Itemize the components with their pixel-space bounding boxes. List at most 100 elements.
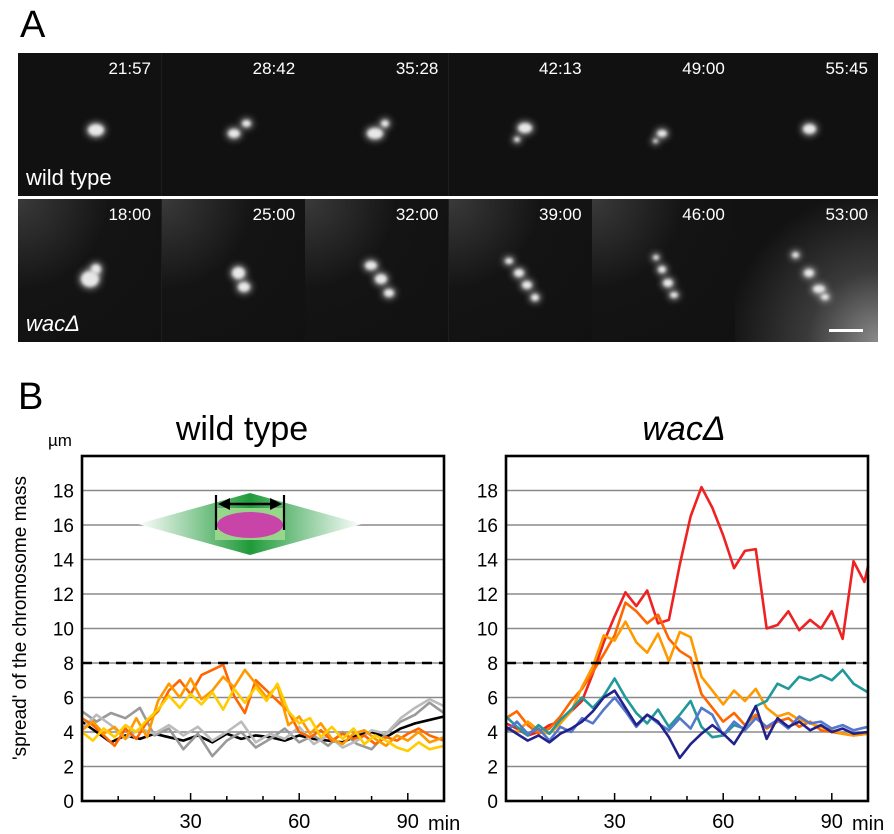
right-chart-x-tick-label: 90 <box>821 811 843 833</box>
mutant-chromosome-signal <box>821 294 829 300</box>
left-chart-y-tick-label: 0 <box>63 792 74 813</box>
right-chart-y-tick-label: 6 <box>487 689 498 710</box>
mutant-chromosome-signal <box>657 265 666 273</box>
mutant-chromosome-signal <box>652 254 659 260</box>
right-chart-y-tick-label: 12 <box>477 585 498 606</box>
wild-type-timestamp: 55:45 <box>825 59 868 78</box>
wild-type-chromosome-signal <box>241 119 251 127</box>
right-chart-series-line <box>505 601 869 737</box>
left-chart-x-tick-label: 60 <box>288 811 310 833</box>
right-chart-y-tick-label: 2 <box>487 758 498 779</box>
spindle-schematic-icon <box>138 493 362 555</box>
wild-type-chromosome-signal <box>653 139 659 143</box>
wild-type-frame: 49:00 <box>590 53 735 196</box>
left-plot: 0 2 4 6 8 10 12 14 16 18 30 60 90 <box>53 454 446 833</box>
wild-type-chromosome-signal <box>381 119 390 127</box>
wild-type-chromosome-signal <box>517 123 532 133</box>
right-chart-series-line <box>505 696 869 742</box>
wild-type-strip-label: wild type <box>26 165 112 190</box>
mutant-timestamp: 25:00 <box>252 205 296 224</box>
mutant-chromosome-signal <box>669 292 678 298</box>
mutant-chromosome-signal <box>662 279 673 287</box>
mutant-timestamp: 46:00 <box>682 205 725 224</box>
mutant-chromosome-signal <box>791 252 799 258</box>
mutant-chromosome-signal <box>504 258 513 264</box>
panel-b-letter: B <box>18 376 44 418</box>
right-chart-x-tick-label: 30 <box>603 811 625 833</box>
scale-bar <box>829 329 863 332</box>
right-chart-series-line <box>505 668 869 739</box>
wild-type-timestamp: 35:28 <box>395 59 439 78</box>
left-chart-y-tick-label: 14 <box>53 551 75 572</box>
left-chart-y-tick-label: 4 <box>63 723 74 744</box>
right-chart-series-line <box>505 689 869 760</box>
mutant-frame: 39:00 <box>447 199 592 342</box>
wild-type-chromosome-signal <box>228 128 241 138</box>
mutant-timestamp: 39:00 <box>539 205 582 224</box>
right-chart-y-tick-label: 8 <box>487 654 498 675</box>
mutant-frame: 18:00 <box>18 199 161 342</box>
mutant-chromosome-signal <box>530 293 539 301</box>
right-chart-x-tick-label: 60 <box>712 811 734 833</box>
wild-type-chromosome-signal <box>656 129 667 137</box>
right-chart-y-tick-label: 16 <box>477 516 498 537</box>
mutant-chromosome-signal <box>375 274 388 284</box>
left-chart-plot-frame <box>80 454 446 803</box>
mutant-strip-label: wacΔ <box>26 311 80 336</box>
right-chart-y-tick-label: 4 <box>487 723 498 744</box>
mutant-chromosome-signal <box>231 267 245 279</box>
wild-type-image-strip: 55:45 49:00 42:13 35:28 28:42 21:57 wild type <box>18 53 878 196</box>
left-chart-y-tick-label: 12 <box>53 585 74 606</box>
wild-type-timestamp: 42:13 <box>539 59 582 78</box>
left-y-unit: µm <box>48 431 72 450</box>
right-plot: 0 2 4 6 8 10 12 14 16 18 30 60 90 <box>477 454 870 833</box>
wild-type-frame: 42:13 <box>447 53 592 196</box>
right-chart-y-tick-label: 10 <box>477 620 498 641</box>
wild-type-timestamp: 49:00 <box>682 59 725 78</box>
right-chart-series-line <box>505 620 869 737</box>
right-chart-plot-frame <box>504 454 870 803</box>
right-chart-title: wacΔ <box>642 410 725 448</box>
left-chart-y-tick-label: 6 <box>63 689 74 710</box>
mutant-chromosome-signal <box>804 269 814 277</box>
right-chart-y-tick-label: 14 <box>477 551 499 572</box>
mutant-chromosome-signal <box>91 264 101 274</box>
left-chart-x-tick-label: 30 <box>179 811 201 833</box>
mutant-chromosome-signal <box>521 281 532 289</box>
wild-type-chromosome-signal <box>367 127 384 139</box>
wild-type-frame: 28:42 <box>161 53 306 196</box>
wild-type-frame: 35:28 <box>304 53 449 196</box>
left-chart-series-line <box>81 682 445 753</box>
left-chart-y-tick-label: 2 <box>63 758 74 779</box>
mutant-frame: 32:00 <box>304 199 449 342</box>
wild-type-timestamp: 21:57 <box>108 59 151 78</box>
wild-type-frame: 21:57 <box>18 53 161 196</box>
mutant-chromosome-signal <box>81 271 99 287</box>
left-y-axis-label: 'spread' of the chromosome mass <box>10 476 31 760</box>
mutant-chromosome-signal <box>513 269 524 277</box>
mutant-frame: 25:00 <box>161 199 306 342</box>
left-chart-x-tick-label: 90 <box>397 811 419 833</box>
mutant-image-strip: 53:00 46:00 39:00 32:00 25:00 18:00 wacΔ <box>18 199 878 342</box>
mutant-timestamp: 53:00 <box>825 205 868 224</box>
mutant-timestamp: 18:00 <box>108 205 151 224</box>
mutant-chromosome-signal <box>813 285 825 293</box>
wild-type-chromosome-signal <box>88 124 104 136</box>
wild-type-frame: 55:45 <box>734 53 878 196</box>
panel-a-letter: A <box>20 4 46 46</box>
right-x-unit: min <box>852 813 884 834</box>
wild-type-timestamp: 28:42 <box>252 59 296 78</box>
left-chart-series-line <box>81 701 445 758</box>
right-chart-y-tick-label: 18 <box>477 482 498 503</box>
left-x-unit: min <box>428 813 460 834</box>
left-chart-y-tick-label: 8 <box>63 654 74 675</box>
mutant-chromosome-signal <box>384 289 395 297</box>
left-chart-title: wild type <box>175 410 308 448</box>
mutant-frame: 46:00 <box>590 199 735 342</box>
mutant-frame: 53:00 <box>734 199 878 342</box>
mutant-chromosome-signal <box>238 282 251 292</box>
left-chart-y-tick-label: 18 <box>53 482 74 503</box>
wild-type-chromosome-signal <box>802 124 816 134</box>
mutant-timestamp: 32:00 <box>395 205 439 224</box>
